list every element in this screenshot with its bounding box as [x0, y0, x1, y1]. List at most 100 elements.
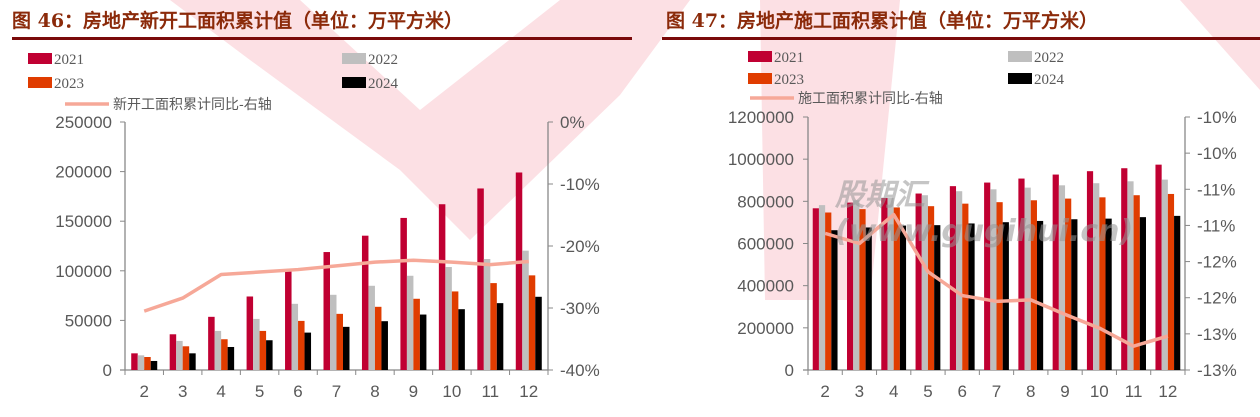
bar-2023-3: [182, 346, 190, 370]
left-axis-tick-label: 150000: [55, 212, 112, 231]
left-axis-tick-label: 800000: [737, 192, 794, 211]
watermark-text: 股期汇(www.gugihui.cn): [835, 178, 1134, 249]
bar-2021-6: [285, 270, 292, 370]
left-axis-tick-label: 200000: [737, 319, 794, 338]
bar-2024-2: [831, 230, 838, 370]
right-axis-tick-label: -12%: [1197, 289, 1237, 308]
legend-label-2023: 2023: [54, 76, 84, 92]
bar-2023-8: [1030, 200, 1037, 370]
bar-2021-5: [246, 296, 254, 370]
right-axis-tick-label: -10%: [560, 175, 600, 194]
x-axis-tick-label: 2: [820, 382, 829, 401]
legend-swatch-2024: [342, 77, 366, 88]
x-axis-tick-label: 8: [370, 382, 379, 401]
bar-2022-7: [990, 189, 997, 370]
right-axis-tick-label: -13%: [1197, 325, 1237, 344]
left-axis-tick-label: 1200000: [728, 108, 794, 127]
left-axis-tick-label: 0: [103, 361, 112, 380]
bar-2021-12: [1155, 164, 1162, 370]
bar-2022-5: [253, 318, 260, 370]
bar-2023-2: [825, 212, 832, 370]
bar-2023-3: [859, 209, 866, 370]
bar-2023-10: [451, 291, 459, 370]
legend-swatch-2023: [28, 77, 52, 88]
bar-2023-9: [413, 298, 420, 370]
x-axis-tick-label: 3: [855, 382, 864, 401]
bar-2024-10: [1105, 218, 1112, 370]
bar-2021-8: [1018, 178, 1025, 370]
bar-2024-5: [266, 340, 273, 370]
bar-2023-9: [1065, 198, 1072, 370]
bar-2023-11: [490, 283, 497, 370]
bar-2023-4: [893, 207, 900, 370]
bar-2024-2: [150, 360, 158, 370]
x-axis-tick-label: 9: [1060, 382, 1069, 401]
bar-2023-5: [259, 330, 267, 370]
bar-2022-6: [291, 303, 299, 370]
right-axis-tick-label: -40%: [560, 361, 600, 380]
bar-2024-3: [865, 227, 872, 370]
x-axis-tick-label: 6: [293, 382, 302, 401]
left-axis-tick-label: 600000: [737, 235, 794, 254]
bar-2021-12: [515, 172, 523, 370]
bar-2022-11: [483, 258, 491, 370]
legend-label-2023: 2023: [774, 72, 804, 88]
bar-2023-7: [336, 313, 343, 370]
bar-2023-8: [374, 306, 382, 370]
bar-2022-5: [921, 195, 928, 370]
legend-swatch-2024: [1008, 73, 1032, 84]
bar-2023-6: [298, 320, 305, 370]
x-axis-tick-label: 11: [1125, 382, 1143, 401]
right-axis-tick-label: -10%: [1197, 144, 1237, 163]
bar-2021-9: [1052, 174, 1059, 370]
bar-2023-11: [1133, 195, 1140, 370]
bar-2021-9: [400, 217, 407, 370]
bar-2024-8: [381, 321, 388, 370]
x-axis-tick-label: 9: [409, 382, 418, 401]
legend-label-2024: 2024: [1034, 72, 1065, 88]
bar-2022-2: [818, 205, 826, 370]
bar-2024-12: [1174, 215, 1181, 370]
left-axis-tick-label: 200000: [55, 163, 112, 182]
bar-2021-10: [438, 204, 446, 370]
bar-2022-8: [1024, 187, 1031, 370]
bar-2021-4: [208, 316, 215, 370]
bar-2021-3: [169, 334, 177, 370]
chart-new-construction: 2021 2022 2023 2024 新开工面积累计同比-右轴 0 50000 100000…: [28, 52, 600, 401]
right-axis-tick-label: 0%: [560, 113, 585, 132]
bar-2021-2: [812, 208, 819, 370]
bar-2023-6: [962, 203, 969, 370]
x-axis-tick-label: 8: [1026, 382, 1035, 401]
bar-2024-7: [1002, 222, 1009, 370]
bar-2023-7: [996, 202, 1003, 370]
left-axis-tick-label: 400000: [737, 277, 794, 296]
x-axis-tick-label: 7: [332, 382, 341, 401]
bar-2022-6: [956, 191, 963, 370]
x-axis-tick-label: 7: [992, 382, 1001, 401]
bar-2024-11: [1139, 217, 1146, 370]
right-axis-tick-label: -10%: [1197, 108, 1237, 127]
bar-2022-3: [176, 340, 183, 370]
x-axis-tick-label: 12: [1158, 382, 1177, 401]
x-axis-tick-label: 2: [139, 382, 148, 401]
bar-2024-8: [1036, 220, 1044, 370]
bar-2024-9: [1071, 219, 1078, 370]
right-axis-tick-label: -12%: [1197, 253, 1237, 272]
left-axis-tick-label: 50000: [65, 311, 112, 330]
left-axis-tick-label: 0: [785, 361, 794, 380]
right-axis-tick-label: -30%: [560, 299, 600, 318]
legend-label-line: 施工面积累计同比-右轴: [798, 91, 943, 107]
bar-2022-8: [368, 285, 375, 370]
title-divider: [662, 37, 1260, 40]
legend-swatch-2021: [28, 53, 52, 64]
bar-2021-5: [915, 193, 922, 370]
bar-2022-10: [1093, 183, 1100, 370]
bar-2023-12: [1167, 193, 1175, 370]
left-axis-tick-label: 250000: [55, 113, 112, 132]
bar-2021-3: [847, 202, 854, 370]
right-axis-tick-label: -11%: [1197, 216, 1235, 235]
legend-swatch-2022: [342, 53, 366, 64]
legend-label-2024: 2024: [368, 76, 399, 92]
bar-2021-7: [984, 182, 991, 370]
title-divider: [12, 37, 632, 40]
